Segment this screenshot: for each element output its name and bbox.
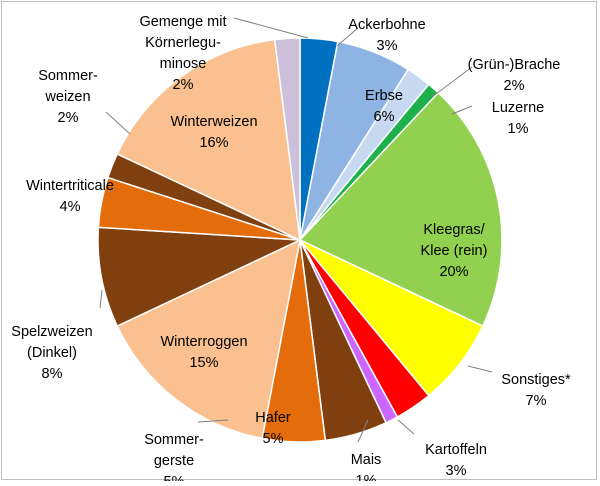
leader-line-13	[109, 187, 115, 193]
slice-label-line: Kartoffeln	[425, 442, 487, 458]
pie-slice-15	[116, 38, 301, 242]
slice-label-12: Spelzweizen (Dinkel) 8%	[11, 324, 92, 382]
slice-label-line: Gemenge mit	[139, 14, 226, 30]
slice-label-3: (Grün-)Brache 2%	[468, 57, 561, 94]
slice-label-line: 3%	[377, 38, 398, 54]
leader-line-4	[451, 105, 473, 115]
slice-label-line: (Grün-)Brache	[468, 57, 561, 73]
slice-label-line: 16%	[199, 135, 228, 151]
slice-label-line: 3%	[446, 463, 467, 479]
slice-label-14: Sommer-weizen 2%	[38, 68, 98, 126]
slice-label-line: 15%	[189, 355, 218, 371]
slice-label-line: Hafer	[255, 410, 291, 426]
slice-label-line: Kleegras/	[423, 222, 485, 238]
leader-line-6	[467, 365, 493, 373]
slice-label-line: Klee (rein)	[421, 243, 488, 259]
slice-label-line: 1%	[508, 121, 529, 137]
slice-label-line: Sommer-	[144, 432, 204, 448]
slice-label-line: 2%	[173, 77, 194, 93]
slice-label-line: 7%	[526, 393, 547, 409]
leader-line-8	[357, 419, 369, 443]
slice-label-16: Gemenge mit Körnerlegu-minose 2%	[139, 14, 226, 93]
slice-label-8: Mais 1%	[351, 452, 382, 481]
slice-label-line: Spelzweizen	[11, 324, 92, 340]
slice-label-line: 2%	[504, 78, 525, 94]
pie-slice-12	[97, 226, 301, 328]
slice-label-line: Mais	[351, 452, 382, 468]
slice-label-line: 8%	[42, 366, 63, 382]
pie-slice-11	[116, 238, 302, 440]
slice-label-1: Ackerbohne 3%	[348, 17, 425, 54]
slice-label-10: Hafer 5%	[255, 410, 291, 447]
slice-label-2: Erbse 6%	[365, 88, 403, 125]
slice-label-line: Ackerbohne	[348, 17, 425, 33]
slice-label-5: Kleegras/Klee (rein) 20%	[421, 222, 488, 280]
leader-line-3	[431, 66, 473, 98]
slice-label-line: Erbse	[365, 88, 403, 104]
leader-line-12	[99, 289, 103, 309]
slice-label-4: Luzerne 1%	[492, 100, 544, 137]
slice-label-line: minose	[160, 56, 207, 72]
slice-label-line: 2%	[58, 110, 79, 126]
slice-label-line: weizen	[44, 89, 90, 105]
slice-label-9: Sommer-gerste 5%	[144, 432, 204, 481]
leader-line-16	[233, 17, 309, 39]
pie-chart: Ackerbohne 3% Erbse 6% (Grün-)Brache 2% Luzern…	[11, 14, 571, 486]
slice-label-line: Körnerlegu-	[145, 35, 221, 51]
slice-label-line: 20%	[439, 264, 468, 280]
slice-label-line: (Dinkel)	[27, 345, 77, 361]
slice-label-line: Winterweizen	[170, 114, 257, 130]
slice-label-line: 5%	[164, 474, 185, 481]
slice-label-13: Wintertriticale 4%	[26, 178, 114, 215]
slice-label-7: Kartoffeln 3%	[425, 442, 487, 479]
leader-line-7	[397, 419, 415, 435]
slice-label-11: Winterroggen 15%	[160, 334, 247, 371]
slice-label-line: Winterroggen	[160, 334, 247, 350]
slice-label-line: Wintertriticale	[26, 178, 114, 194]
slice-label-line: 5%	[263, 431, 284, 447]
slice-label-line: gerste	[154, 453, 194, 469]
pie-slice-16	[273, 37, 301, 241]
leader-line-9	[197, 419, 229, 423]
slice-label-line: 6%	[374, 109, 395, 125]
slice-label-line: Luzerne	[492, 100, 544, 116]
slice-label-6: Sonstiges* 7%	[501, 372, 571, 409]
slice-label-line: Sommer-	[38, 68, 98, 84]
slice-label-15: Winterweizen 16%	[170, 114, 257, 151]
leader-line-14	[105, 111, 131, 135]
leader-line-1	[336, 27, 359, 47]
slice-label-line: 1%	[356, 473, 377, 481]
slice-label-line: 4%	[60, 199, 81, 215]
slice-label-line: Sonstiges*	[501, 372, 571, 388]
